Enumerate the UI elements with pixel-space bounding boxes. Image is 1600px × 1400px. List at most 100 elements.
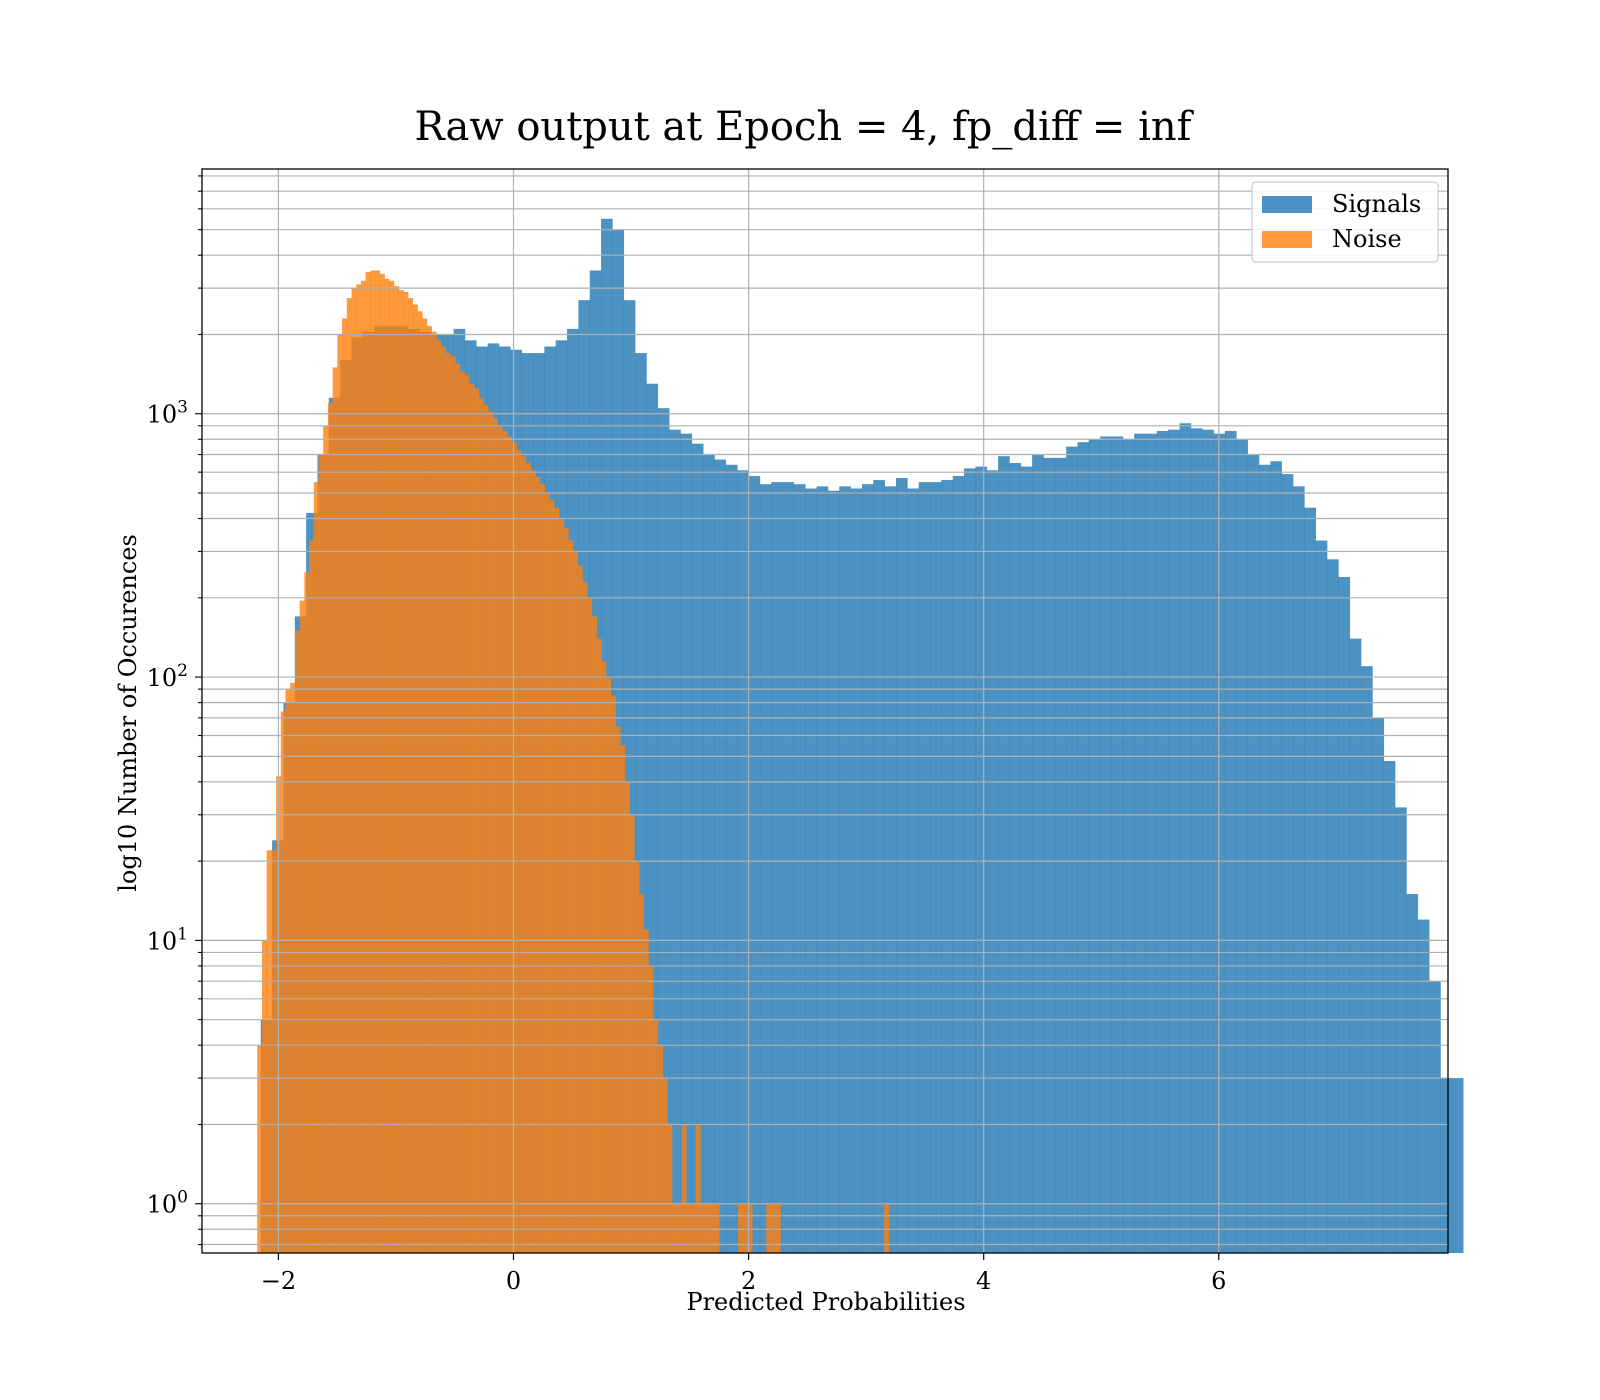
- noise-bar: [351, 288, 357, 1254]
- signals-bar: [1168, 429, 1180, 1253]
- noise-bar: [370, 270, 376, 1254]
- signals-bar: [839, 486, 851, 1254]
- signals-bar: [725, 464, 738, 1253]
- noise-bar: [771, 1203, 777, 1253]
- legend-swatch-signals: [1262, 196, 1312, 213]
- noise-bar: [511, 442, 517, 1253]
- noise-bar: [657, 1045, 663, 1253]
- signals-bar: [1088, 439, 1101, 1253]
- signals-bar: [1361, 666, 1373, 1253]
- signals-bar: [680, 433, 693, 1253]
- signals-bar: [635, 353, 647, 1253]
- noise-bar: [497, 425, 503, 1253]
- noise-bar: [492, 418, 498, 1253]
- signals-bar: [941, 480, 954, 1253]
- noise-bar: [714, 1203, 720, 1253]
- noise-bar: [332, 367, 338, 1253]
- noise-bar: [459, 371, 465, 1253]
- noise-bar: [261, 940, 267, 1253]
- signals-bar: [1202, 429, 1214, 1253]
- noise-bar: [412, 304, 418, 1254]
- signals-bar: [1043, 457, 1056, 1254]
- signals-bar: [1224, 430, 1237, 1253]
- noise-bar: [280, 711, 286, 1253]
- noise-bar: [672, 1203, 678, 1253]
- signals-bar: [1213, 433, 1226, 1253]
- noise-bar: [436, 340, 442, 1254]
- noise-bar: [271, 850, 277, 1253]
- noise-bar: [356, 284, 362, 1254]
- signals-bar: [1281, 474, 1294, 1254]
- noise-bar: [601, 661, 607, 1253]
- axes-frame: [201, 168, 1449, 1254]
- noise-bar: [426, 326, 432, 1253]
- signals-bar: [1100, 436, 1112, 1253]
- signals-bar: [1145, 433, 1158, 1253]
- noise-bar: [705, 1203, 711, 1253]
- signals-bar: [1009, 463, 1022, 1253]
- noise-bar: [582, 581, 588, 1253]
- noise-bar: [257, 1045, 263, 1253]
- signals-bar: [907, 488, 919, 1253]
- signals-bar: [918, 482, 931, 1253]
- signals-bar: [771, 482, 783, 1253]
- signals-bar: [691, 443, 704, 1253]
- noise-bar: [591, 616, 597, 1253]
- x-tick-label: 2: [741, 1267, 756, 1295]
- noise-bar: [738, 1203, 744, 1253]
- noise-bar: [507, 436, 513, 1253]
- noise-bar: [766, 1203, 772, 1253]
- grid: [202, 169, 1448, 1253]
- signals-bar: [703, 454, 715, 1253]
- noise-bar: [544, 493, 550, 1253]
- noise-bar: [431, 331, 437, 1253]
- noise-bar: [587, 597, 593, 1253]
- x-tick-label: 0: [506, 1267, 521, 1295]
- noise-bar: [294, 630, 300, 1253]
- noise-bar: [488, 411, 494, 1254]
- signals-bar: [1179, 423, 1192, 1253]
- noise-bar: [596, 638, 602, 1253]
- signals-bar: [1383, 761, 1396, 1253]
- signals-bar: [1111, 436, 1124, 1253]
- noise-bar: [535, 477, 541, 1253]
- signals-bar: [827, 490, 840, 1253]
- noise-bar: [653, 1019, 659, 1253]
- noise-bar: [648, 965, 654, 1253]
- noise-bar: [327, 402, 333, 1254]
- signals-bar: [1327, 559, 1339, 1253]
- noise-bar: [483, 404, 489, 1253]
- noise-bar: [568, 540, 574, 1253]
- signals-bar: [1395, 807, 1407, 1253]
- noise-bar: [573, 551, 579, 1253]
- noise-bar: [285, 689, 291, 1253]
- noise-bar: [563, 527, 569, 1253]
- signals-bar: [669, 429, 681, 1253]
- noise-bar: [681, 1124, 687, 1253]
- signals-bar: [1372, 717, 1385, 1253]
- noise-bar: [639, 894, 645, 1253]
- signals-bar: [1270, 461, 1282, 1253]
- noise-bar: [634, 861, 640, 1253]
- signals-bar: [1304, 507, 1316, 1253]
- y-axis-label: log10 Number of Occurences: [114, 534, 142, 892]
- signals-bar: [748, 476, 761, 1253]
- noise-bar: [290, 682, 296, 1253]
- noise-bar: [662, 1078, 668, 1253]
- signals-bar: [1134, 433, 1146, 1253]
- signals-bar: [896, 478, 908, 1253]
- signals-bar: [1417, 919, 1430, 1253]
- signals-bar: [1293, 486, 1305, 1254]
- signals-bar: [1406, 894, 1419, 1253]
- noise-bar: [540, 484, 546, 1254]
- x-tick-label: −2: [261, 1267, 296, 1295]
- signals-bar: [1156, 430, 1169, 1253]
- legend-label-noise: Noise: [1332, 225, 1402, 253]
- noise-bar: [323, 425, 329, 1253]
- noise-bar: [695, 1124, 701, 1253]
- noise-bar: [554, 507, 560, 1253]
- noise-bar: [667, 1124, 673, 1253]
- noise-bar: [615, 726, 621, 1253]
- noise-bar: [408, 298, 414, 1253]
- noise-bar: [384, 278, 390, 1253]
